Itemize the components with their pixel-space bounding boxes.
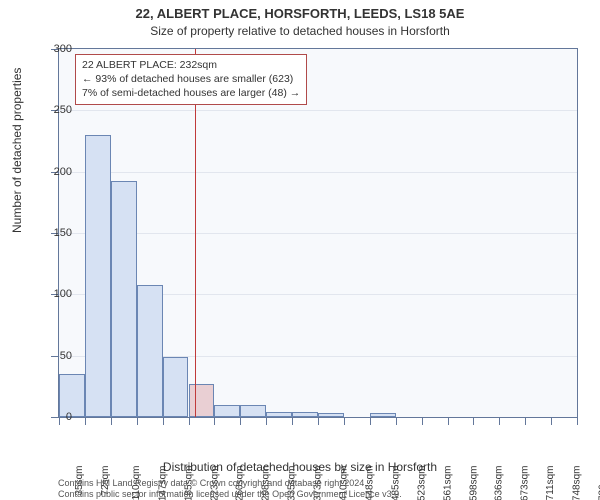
chart-title-main: 22, ALBERT PLACE, HORSFORTH, LEEDS, LS18… (0, 6, 600, 21)
x-tick (448, 417, 449, 425)
y-tick-label: 200 (32, 166, 72, 178)
gridline (59, 172, 577, 173)
y-tick-label: 150 (32, 227, 72, 239)
y-tick-label: 0 (32, 411, 72, 423)
property-size-histogram: 22, ALBERT PLACE, HORSFORTH, LEEDS, LS18… (0, 0, 600, 500)
histogram-bar (163, 357, 189, 417)
x-tick (551, 417, 552, 425)
y-tick-label: 100 (32, 288, 72, 300)
annotation-line-3: 7% of semi-detached houses are larger (4… (82, 86, 300, 100)
x-tick (214, 417, 215, 425)
x-tick (422, 417, 423, 425)
histogram-bar (266, 412, 292, 417)
y-axis-label: Number of detached properties (10, 68, 24, 233)
x-tick (189, 417, 190, 425)
histogram-bar (292, 412, 318, 417)
x-tick (266, 417, 267, 425)
x-tick (525, 417, 526, 425)
histogram-bar (370, 413, 396, 417)
x-tick (473, 417, 474, 425)
x-tick (318, 417, 319, 425)
x-tick (396, 417, 397, 425)
histogram-bar (214, 405, 240, 417)
y-tick-label: 50 (32, 350, 72, 362)
annotation-box: 22 ALBERT PLACE: 232sqm ← 93% of detache… (75, 54, 307, 105)
x-tick (577, 417, 578, 425)
gridline (59, 233, 577, 234)
annotation-line-1: 22 ALBERT PLACE: 232sqm (82, 58, 300, 72)
x-tick (499, 417, 500, 425)
x-tick (163, 417, 164, 425)
footnote-licence: Contains public sector information licen… (58, 489, 402, 500)
x-tick (85, 417, 86, 425)
x-tick (292, 417, 293, 425)
histogram-bar (240, 405, 266, 417)
x-tick (111, 417, 112, 425)
x-tick (240, 417, 241, 425)
x-tick (137, 417, 138, 425)
x-tick (370, 417, 371, 425)
y-tick-label: 250 (32, 104, 72, 116)
histogram-bar (111, 181, 137, 417)
annotation-line-2: ← 93% of detached houses are smaller (62… (82, 72, 300, 86)
histogram-bar (137, 285, 163, 417)
histogram-bar (189, 384, 215, 417)
chart-title-sub: Size of property relative to detached ho… (0, 24, 600, 38)
x-axis-label: Distribution of detached houses by size … (0, 460, 600, 474)
gridline (59, 110, 577, 111)
histogram-bar (85, 135, 111, 417)
x-tick (344, 417, 345, 425)
footnote-copyright: Contains HM Land Registry data © Crown c… (58, 478, 367, 490)
y-tick-label: 300 (32, 43, 72, 55)
histogram-bar (318, 413, 344, 417)
